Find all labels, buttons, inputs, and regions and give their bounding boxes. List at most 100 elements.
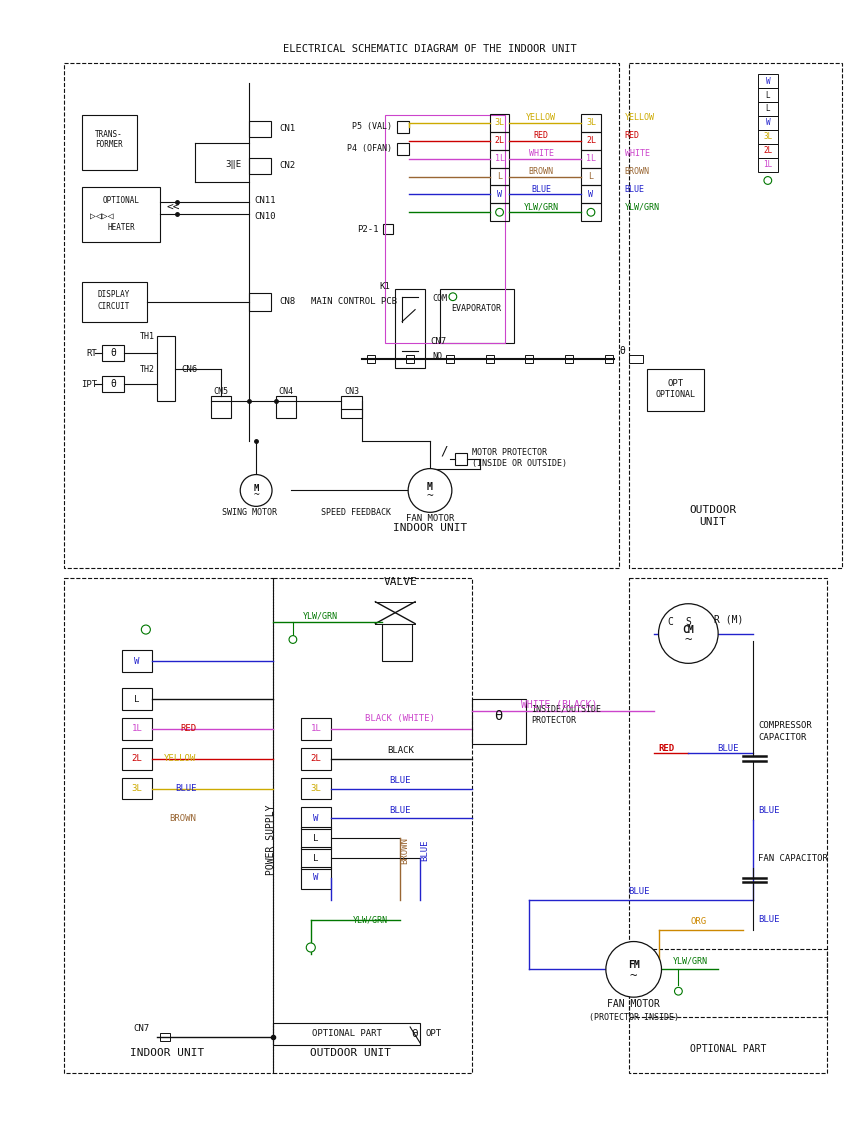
Bar	[273, 1023, 419, 1045]
Bar	[273, 578, 471, 1072]
Text: CN6: CN6	[182, 365, 197, 374]
Bar	[397, 143, 409, 155]
Text: L: L	[588, 172, 592, 181]
Bar	[122, 688, 152, 710]
Text: CN5: CN5	[214, 387, 228, 396]
Text: 3L: 3L	[494, 118, 504, 127]
Text: SWING MOTOR: SWING MOTOR	[221, 508, 276, 517]
Text: INDOOR UNIT: INDOOR UNIT	[393, 523, 467, 533]
Bar	[757, 102, 777, 116]
Bar	[489, 203, 509, 221]
Text: FORMER: FORMER	[95, 140, 123, 149]
Bar	[489, 167, 509, 185]
Bar	[82, 115, 137, 170]
Bar	[122, 651, 152, 672]
Text: RED: RED	[180, 724, 196, 734]
Bar	[489, 149, 509, 167]
Text: BLUE: BLUE	[530, 185, 551, 194]
Text: L: L	[765, 105, 769, 114]
Bar	[406, 355, 413, 363]
Text: YELLOW: YELLOW	[526, 114, 555, 123]
Bar	[471, 699, 526, 744]
Text: θ: θ	[494, 709, 502, 723]
Bar	[300, 778, 331, 799]
Text: P2-1: P2-1	[356, 225, 378, 234]
Text: FM: FM	[627, 960, 639, 970]
Text: CN8: CN8	[279, 297, 294, 306]
Text: M: M	[253, 484, 258, 493]
Text: INDOOR UNIT: INDOOR UNIT	[129, 1048, 203, 1058]
Text: CN1: CN1	[279, 125, 294, 134]
Text: L: L	[497, 172, 501, 181]
Text: OPTIONAL: OPTIONAL	[102, 196, 139, 205]
Text: W: W	[765, 76, 769, 85]
Bar	[300, 867, 331, 889]
Text: FAN MOTOR: FAN MOTOR	[406, 514, 454, 523]
Text: R (M): R (M)	[713, 615, 743, 625]
Text: 3L: 3L	[762, 133, 771, 142]
Text: 2L: 2L	[494, 136, 504, 145]
Circle shape	[763, 176, 771, 184]
Bar	[383, 224, 393, 234]
Text: 2L: 2L	[132, 754, 142, 763]
Text: BLUE: BLUE	[175, 785, 196, 794]
Text: FAN MOTOR: FAN MOTOR	[606, 999, 660, 1009]
Text: ~: ~	[253, 490, 259, 500]
Bar	[249, 292, 270, 310]
Text: BROWN: BROWN	[624, 167, 649, 176]
Text: RED: RED	[533, 132, 548, 140]
Text: PROTECTOR: PROTECTOR	[530, 716, 576, 725]
Text: POWER SUPPLY: POWER SUPPLY	[266, 805, 276, 876]
Circle shape	[306, 943, 315, 952]
Text: P4 (OFAN): P4 (OFAN)	[347, 144, 392, 153]
Text: 1L: 1L	[762, 160, 771, 169]
Text: ORG: ORG	[690, 917, 705, 926]
Bar	[65, 578, 273, 1072]
Bar	[580, 167, 600, 185]
Text: RT: RT	[86, 348, 97, 357]
Bar	[249, 157, 270, 173]
Text: BROWN: BROWN	[170, 814, 196, 823]
Bar	[300, 718, 331, 740]
Text: BLUE: BLUE	[389, 806, 411, 815]
Bar	[382, 624, 412, 661]
Bar	[82, 188, 159, 242]
Bar	[340, 396, 362, 418]
Text: ELECTRICAL SCHEMATIC DIAGRAM OF THE INDOOR UNIT: ELECTRICAL SCHEMATIC DIAGRAM OF THE INDO…	[282, 44, 576, 54]
Bar	[757, 74, 777, 88]
Text: 1L: 1L	[132, 724, 142, 734]
Text: TH2: TH2	[139, 365, 155, 374]
Bar	[580, 149, 600, 167]
Bar	[249, 121, 270, 137]
Circle shape	[495, 208, 503, 216]
Circle shape	[240, 474, 272, 506]
Bar	[580, 132, 600, 149]
Bar	[102, 345, 124, 361]
Bar	[82, 282, 146, 321]
Text: WHITE: WHITE	[528, 149, 553, 158]
Text: <<: <<	[167, 202, 180, 212]
Text: COMPRESSOR: COMPRESSOR	[757, 722, 811, 731]
Text: DISPLAY: DISPLAY	[98, 290, 130, 299]
Bar	[300, 747, 331, 770]
Text: BLACK (WHITE): BLACK (WHITE)	[365, 715, 435, 724]
Text: FAN CAPACITOR: FAN CAPACITOR	[757, 853, 827, 862]
Text: OPT: OPT	[666, 379, 683, 388]
Bar	[757, 157, 777, 172]
Circle shape	[605, 942, 660, 997]
Text: CM: CM	[682, 625, 693, 635]
Text: W: W	[497, 190, 501, 199]
Text: BLUE: BLUE	[716, 744, 738, 753]
Bar	[122, 718, 152, 740]
Text: MOTOR PROTECTOR: MOTOR PROTECTOR	[471, 448, 546, 457]
Text: 3L: 3L	[132, 785, 142, 794]
Text: NO: NO	[431, 352, 442, 361]
Text: P5 (VAL): P5 (VAL)	[352, 123, 392, 132]
Bar	[757, 129, 777, 144]
Text: OPTIONAL: OPTIONAL	[654, 390, 695, 399]
Text: TRANS-: TRANS-	[95, 130, 123, 139]
Text: RED: RED	[658, 744, 674, 753]
Bar	[455, 453, 466, 464]
Bar	[524, 355, 533, 363]
Text: OPT: OPT	[424, 1030, 441, 1039]
